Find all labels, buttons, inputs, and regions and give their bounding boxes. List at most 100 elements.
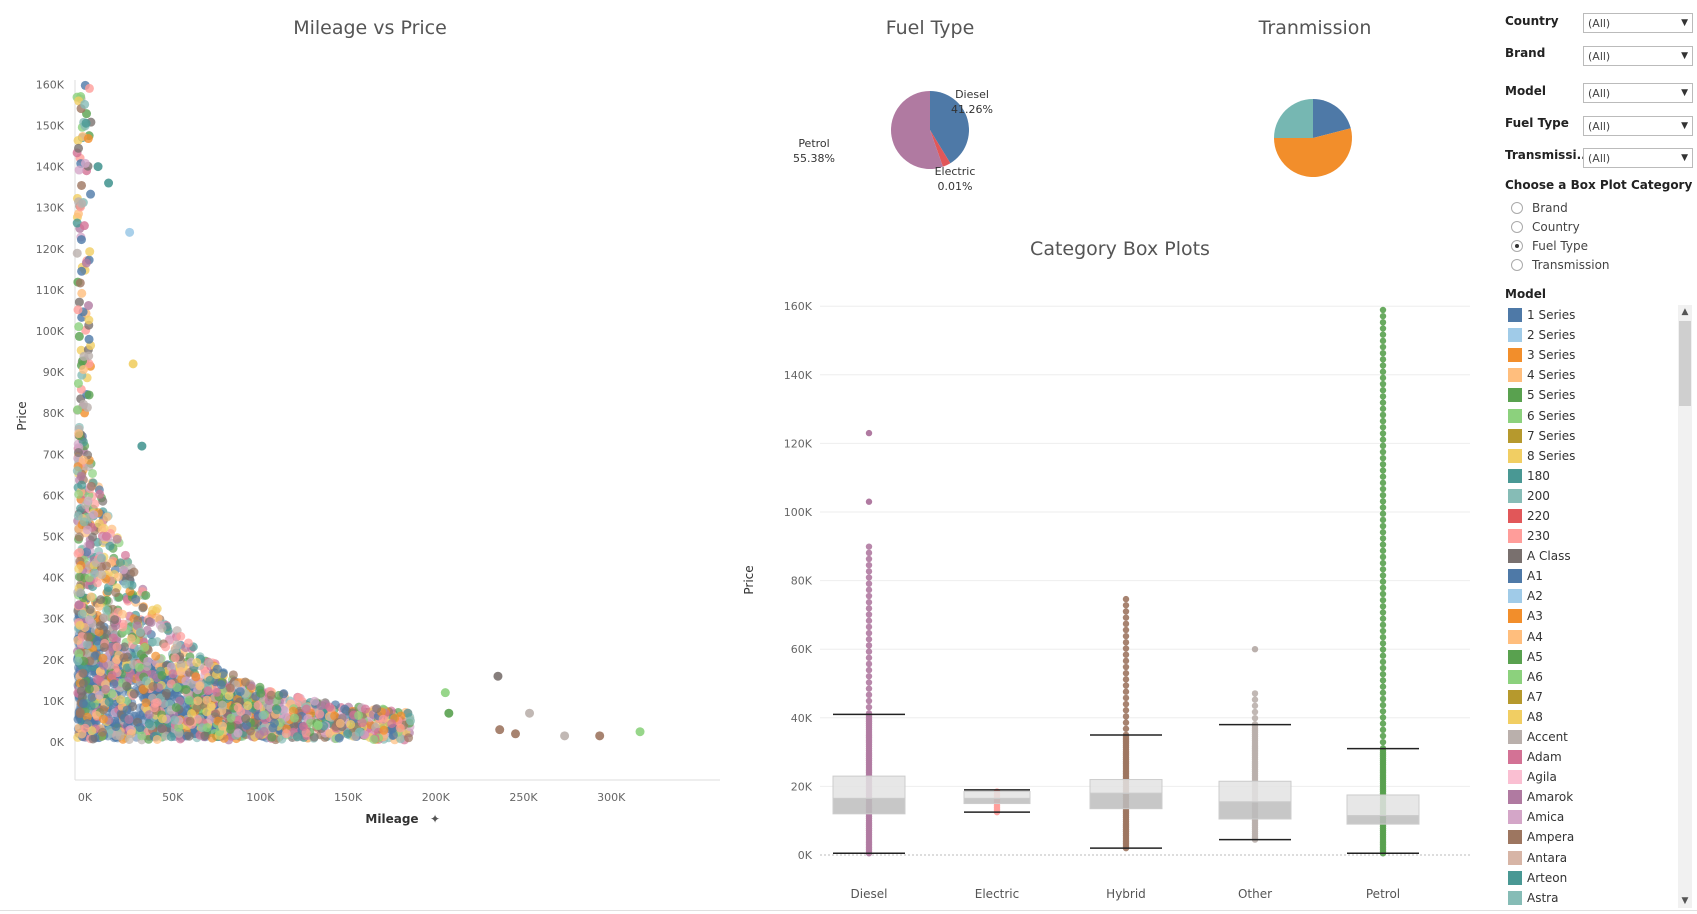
scatter-point — [83, 496, 93, 506]
radio-icon — [1511, 201, 1523, 214]
legend-item[interactable]: 6 Series — [1505, 405, 1675, 425]
legend-scrollbar[interactable]: ▲ ▼ — [1678, 305, 1692, 908]
scatter-point — [560, 731, 570, 741]
legend-swatch — [1508, 689, 1522, 704]
chevron-down-icon: ▼ — [1681, 88, 1688, 98]
box-point — [865, 592, 873, 600]
transmission-filter-select[interactable]: (All) ▼ — [1583, 148, 1693, 168]
legend-item[interactable]: A Class — [1505, 546, 1675, 566]
country-filter-select[interactable]: (All) ▼ — [1583, 13, 1693, 33]
scatter-point — [137, 731, 147, 741]
legend-item[interactable]: 1 Series — [1505, 305, 1675, 325]
legend-item[interactable]: Agila — [1505, 767, 1675, 787]
legend-item[interactable]: 200 — [1505, 486, 1675, 506]
box-point — [1122, 602, 1130, 609]
trans-pie-chart[interactable] — [1260, 90, 1380, 190]
box-point — [1379, 411, 1387, 419]
legend-swatch — [1508, 529, 1522, 544]
scatter-point — [330, 711, 340, 721]
fuel-filter-label: Fuel Type — [1505, 116, 1569, 130]
scatter-chart[interactable]: 0K 10K 20K 30K 40K 50K 60K 70K 80K 90K 100K 110K 120… — [0, 70, 730, 910]
scatter-point — [74, 297, 84, 307]
scatter-point — [233, 703, 243, 713]
scatter-point — [98, 653, 108, 663]
legend-item[interactable]: Antara — [1505, 848, 1675, 868]
legend-item[interactable]: Amica — [1505, 807, 1675, 827]
radio-option-brand[interactable]: Brand — [1505, 198, 1685, 217]
legend-item[interactable]: Ampera — [1505, 827, 1675, 847]
scatter-point — [131, 594, 141, 604]
legend-item[interactable]: 4 Series — [1505, 365, 1675, 385]
legend-item[interactable]: 2 Series — [1505, 325, 1675, 345]
scatter-point — [144, 710, 154, 720]
scatter-point — [122, 705, 132, 715]
legend-swatch — [1508, 368, 1522, 383]
legend-item[interactable]: Accent — [1505, 727, 1675, 747]
legend-item[interactable]: A8 — [1505, 707, 1675, 727]
box-point — [1379, 454, 1387, 462]
y-tick-label: 80K — [791, 575, 813, 588]
box-point — [1379, 627, 1387, 635]
scroll-down-icon[interactable]: ▼ — [1681, 896, 1689, 906]
legend-item[interactable]: A6 — [1505, 667, 1675, 687]
legend-item[interactable]: A5 — [1505, 647, 1675, 667]
scatter-point — [126, 634, 136, 644]
scroll-thumb[interactable] — [1679, 321, 1691, 406]
model-filter-label: Model — [1505, 84, 1547, 98]
radio-option-transmission[interactable]: Transmission — [1505, 255, 1685, 274]
boxplot-chart[interactable]: 0K 20K 40K 60K 80K 100K 120K 140K 160K Price Diese… — [730, 280, 1490, 910]
box-point — [1379, 467, 1387, 474]
legend-item[interactable]: A1 — [1505, 566, 1675, 586]
scatter-point — [80, 99, 90, 109]
scatter-point — [79, 365, 89, 375]
box-lower — [1089, 792, 1163, 810]
scatter-point — [85, 539, 95, 549]
trans-pie-title: Tranmission — [1258, 17, 1372, 39]
scroll-up-icon[interactable]: ▲ — [1681, 307, 1689, 317]
legend-item[interactable]: Arteon — [1505, 868, 1675, 888]
scatter-point — [193, 696, 203, 706]
box-point — [1379, 664, 1387, 672]
box-point — [1251, 696, 1259, 703]
legend-item[interactable]: Astra — [1505, 888, 1675, 908]
fuel-pie-chart[interactable]: Diesel 41.26% Electric 0.01% Petrol 55.38% — [780, 80, 1040, 220]
legend-item[interactable]: A3 — [1505, 606, 1675, 626]
brand-filter-select[interactable]: (All) ▼ — [1583, 46, 1693, 66]
fuel-filter-select[interactable]: (All) ▼ — [1583, 116, 1693, 136]
scatter-point — [86, 592, 96, 602]
legend-item[interactable]: 5 Series — [1505, 385, 1675, 405]
scatter-point — [74, 572, 84, 582]
legend-item[interactable]: A4 — [1505, 627, 1675, 647]
box-point — [1122, 663, 1130, 671]
legend-item[interactable]: A7 — [1505, 687, 1675, 707]
scatter-point — [82, 402, 92, 412]
scatter-point — [360, 704, 370, 714]
legend-item[interactable]: 3 Series — [1505, 345, 1675, 365]
legend-item[interactable]: A2 — [1505, 586, 1675, 606]
box-point — [865, 605, 873, 612]
legend-item[interactable]: 180 — [1505, 466, 1675, 486]
legend-item[interactable]: 230 — [1505, 526, 1675, 546]
scatter-point — [124, 673, 134, 683]
box-point — [1251, 708, 1259, 716]
legend-swatch — [1508, 790, 1522, 805]
scatter-point — [174, 722, 184, 732]
legend-item[interactable]: 8 Series — [1505, 446, 1675, 466]
scatter-point — [124, 735, 134, 745]
scatter-point — [120, 572, 130, 582]
box-point — [1379, 732, 1387, 740]
legend-label: 1 Series — [1527, 308, 1576, 323]
radio-option-fuel-type[interactable]: Fuel Type — [1505, 236, 1685, 255]
legend-item[interactable]: Adam — [1505, 747, 1675, 767]
legend-item[interactable]: Amarok — [1505, 787, 1675, 807]
legend-swatch — [1508, 328, 1522, 343]
scatter-point — [92, 710, 102, 720]
legend-item[interactable]: 7 Series — [1505, 426, 1675, 446]
scatter-point — [84, 334, 94, 344]
model-filter-select[interactable]: (All) ▼ — [1583, 83, 1693, 103]
scatter-point — [292, 732, 302, 742]
scatter-point — [90, 568, 100, 578]
scatter-point — [161, 642, 171, 652]
radio-option-country[interactable]: Country — [1505, 217, 1685, 236]
legend-item[interactable]: 220 — [1505, 506, 1675, 526]
